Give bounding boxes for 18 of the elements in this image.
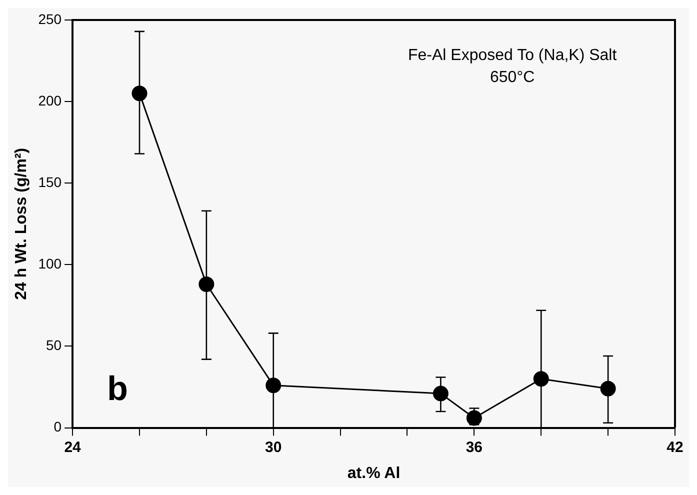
point — [198, 276, 214, 292]
y-tick-label: 100 — [38, 256, 62, 272]
y-tick-label: 150 — [38, 174, 62, 190]
y-tick-label: 250 — [38, 10, 62, 27]
x-tick-label: 42 — [666, 438, 684, 456]
point — [132, 86, 148, 102]
point — [600, 380, 616, 396]
x-tick-label: 36 — [466, 438, 483, 456]
y-axis-title: 24 h Wt. Loss (g/m²) — [13, 148, 30, 300]
x-axis-title: at.% Al — [347, 464, 400, 482]
annotation: b — [107, 370, 128, 408]
annotation: 650°C — [490, 69, 535, 86]
y-tick-label: 50 — [46, 337, 62, 354]
x-tick-label: 24 — [64, 438, 82, 456]
y-tick-label: 200 — [38, 92, 62, 108]
y-tick-label: 0 — [54, 418, 62, 435]
x-tick-label: 30 — [265, 438, 282, 456]
annotation: Fe-Al Exposed To (Na,K) Salt — [408, 47, 618, 64]
